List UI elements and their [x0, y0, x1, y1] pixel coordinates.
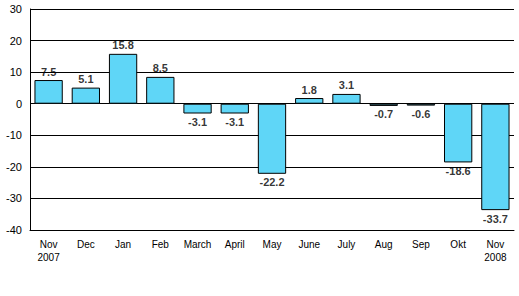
svg-text:June: June: [298, 239, 320, 250]
svg-text:April: April: [225, 239, 245, 250]
svg-text:10: 10: [10, 66, 22, 78]
svg-text:July: July: [338, 239, 356, 250]
svg-text:Nov: Nov: [40, 239, 58, 250]
svg-text:2008: 2008: [484, 252, 507, 263]
svg-text:Sep: Sep: [412, 239, 430, 250]
svg-text:Aug: Aug: [375, 239, 393, 250]
svg-text:-18.6: -18.6: [446, 165, 471, 177]
svg-text:5.1: 5.1: [78, 73, 93, 85]
svg-text:3.1: 3.1: [339, 79, 354, 91]
svg-text:Feb: Feb: [152, 239, 170, 250]
svg-text:-40: -40: [6, 224, 22, 236]
svg-text:Dec: Dec: [77, 239, 95, 250]
svg-text:-10: -10: [6, 129, 22, 141]
svg-text:-3.1: -3.1: [188, 116, 207, 128]
svg-text:Nov: Nov: [486, 239, 504, 250]
svg-text:Jan: Jan: [115, 239, 131, 250]
svg-text:15.8: 15.8: [112, 39, 133, 51]
svg-text:20: 20: [10, 35, 22, 47]
svg-text:March: March: [184, 239, 212, 250]
svg-text:-33.7: -33.7: [483, 213, 508, 225]
svg-text:30: 30: [10, 3, 22, 15]
svg-text:-22.2: -22.2: [259, 176, 284, 188]
svg-text:-20: -20: [6, 161, 22, 173]
svg-text:Okt: Okt: [450, 239, 466, 250]
svg-text:8.5: 8.5: [153, 62, 168, 74]
svg-text:May: May: [263, 239, 282, 250]
svg-text:-0.7: -0.7: [374, 108, 393, 120]
svg-text:2007: 2007: [37, 252, 60, 263]
svg-text:7.5: 7.5: [41, 66, 56, 78]
svg-text:1.8: 1.8: [302, 84, 317, 96]
svg-text:-0.6: -0.6: [411, 108, 430, 120]
svg-text:-30: -30: [6, 192, 22, 204]
svg-text:-3.1: -3.1: [225, 116, 244, 128]
svg-text:0: 0: [16, 98, 22, 110]
